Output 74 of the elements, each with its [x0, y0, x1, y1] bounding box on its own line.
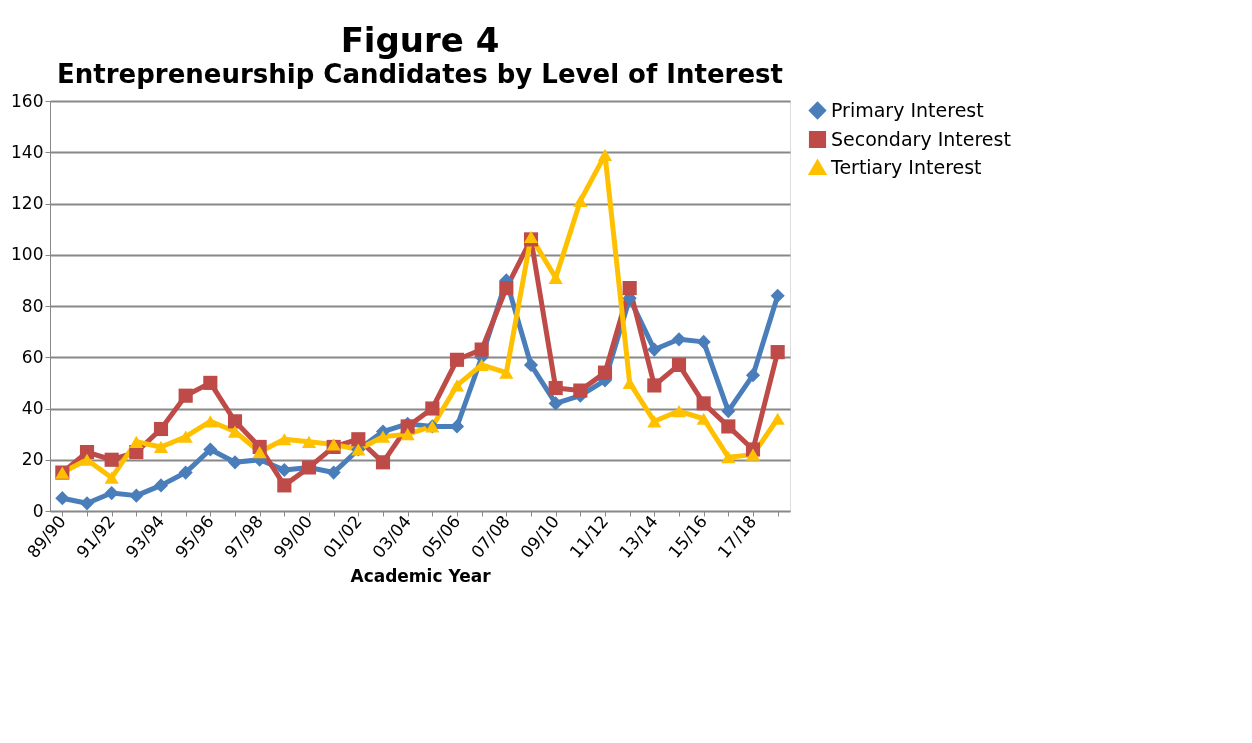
chart-title: Figure 4 — [340, 20, 500, 60]
point — [227, 414, 243, 429]
point — [178, 465, 193, 480]
point — [153, 421, 169, 437]
legend-label: Tertiary Interest — [830, 155, 982, 178]
point — [696, 334, 711, 349]
point — [597, 148, 613, 161]
point — [671, 332, 687, 347]
point — [499, 280, 514, 296]
point — [104, 471, 119, 484]
point — [745, 448, 761, 461]
point — [277, 478, 292, 493]
y-tick-label: 60 — [21, 346, 44, 367]
legend-label: Primary Interest — [831, 98, 984, 121]
y-tick-label: 140 — [11, 141, 44, 162]
point — [573, 194, 588, 208]
point — [671, 404, 687, 418]
point — [203, 375, 218, 390]
legend-label: Secondary Interest — [831, 127, 1011, 150]
point — [129, 488, 144, 503]
y-tick-label: 80 — [21, 295, 44, 316]
point — [696, 412, 711, 425]
point — [548, 380, 563, 396]
point — [104, 485, 119, 501]
point — [153, 440, 169, 454]
point — [647, 342, 662, 357]
point — [671, 357, 687, 373]
point — [721, 451, 736, 464]
point — [203, 442, 218, 457]
point — [449, 379, 465, 392]
point — [770, 288, 785, 303]
point — [178, 388, 193, 403]
point — [129, 435, 144, 448]
point — [622, 280, 637, 296]
point — [647, 415, 662, 428]
point — [474, 342, 489, 357]
point — [523, 357, 539, 373]
point — [227, 455, 243, 470]
y-tick-label: 100 — [11, 244, 44, 265]
point — [573, 383, 588, 398]
point — [252, 445, 267, 459]
point — [597, 365, 613, 380]
point — [104, 452, 119, 467]
point — [277, 462, 292, 478]
point — [770, 412, 785, 425]
point — [351, 432, 366, 447]
point — [696, 396, 711, 411]
y-tick-label: 160 — [11, 90, 44, 111]
point — [301, 435, 317, 448]
point — [721, 419, 736, 434]
point — [721, 403, 736, 419]
point — [277, 433, 292, 446]
point — [548, 396, 563, 411]
y-tick-label: 40 — [21, 398, 44, 418]
point — [425, 401, 440, 416]
point — [449, 352, 465, 367]
point — [745, 368, 761, 383]
y-tick-label: 0 — [32, 500, 44, 521]
point — [375, 430, 391, 443]
x-axis-title: Academic Year — [350, 566, 492, 587]
y-tick-label: 20 — [21, 449, 44, 470]
point — [400, 428, 415, 441]
point — [178, 430, 193, 443]
point — [79, 496, 95, 511]
point — [523, 230, 539, 243]
point — [375, 455, 391, 470]
chart-subtitle: Entrepreneurship Candidates by Level of Interest — [57, 59, 783, 89]
point — [55, 491, 70, 506]
point — [203, 415, 218, 428]
point — [153, 478, 169, 493]
point — [647, 378, 662, 393]
point — [326, 465, 341, 480]
y-tick-label: 120 — [11, 193, 44, 213]
point — [770, 345, 785, 360]
